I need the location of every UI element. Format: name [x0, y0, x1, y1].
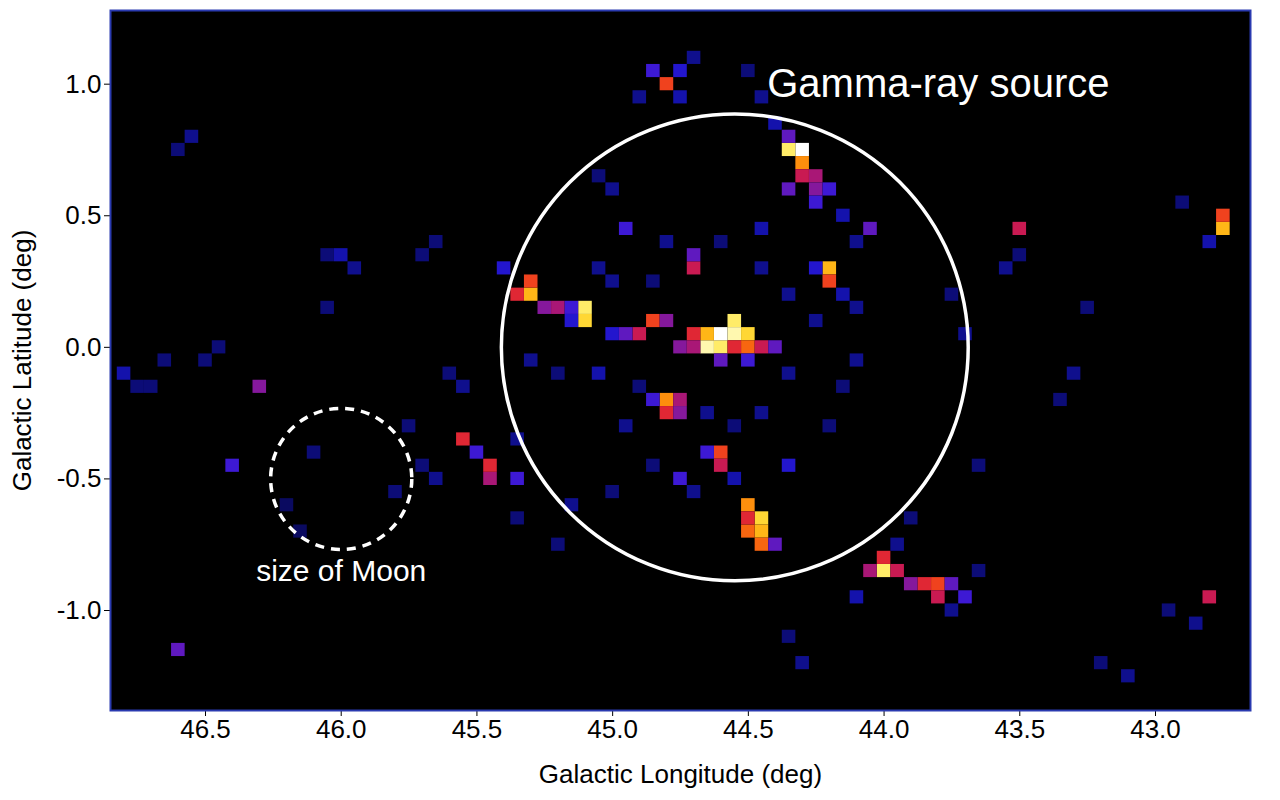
svg-text:Gamma-ray source: Gamma-ray source — [767, 61, 1109, 105]
svg-text:43.0: 43.0 — [1130, 714, 1181, 744]
svg-text:46.0: 46.0 — [316, 714, 367, 744]
svg-text:-1.0: -1.0 — [57, 595, 102, 625]
svg-text:0.0: 0.0 — [65, 332, 101, 362]
svg-text:43.5: 43.5 — [994, 714, 1045, 744]
svg-text:Galactic Longitude (deg): Galactic Longitude (deg) — [539, 759, 822, 789]
svg-text:size of Moon: size of Moon — [256, 554, 426, 587]
svg-text:0.5: 0.5 — [65, 200, 101, 230]
svg-text:-0.5: -0.5 — [57, 463, 102, 493]
svg-text:Galactic Latitude (deg): Galactic Latitude (deg) — [7, 230, 37, 492]
svg-text:44.0: 44.0 — [859, 714, 910, 744]
svg-text:45.0: 45.0 — [587, 714, 638, 744]
svg-text:46.5: 46.5 — [180, 714, 231, 744]
svg-text:44.5: 44.5 — [723, 714, 774, 744]
svg-text:45.5: 45.5 — [452, 714, 503, 744]
svg-text:1.0: 1.0 — [65, 69, 101, 99]
